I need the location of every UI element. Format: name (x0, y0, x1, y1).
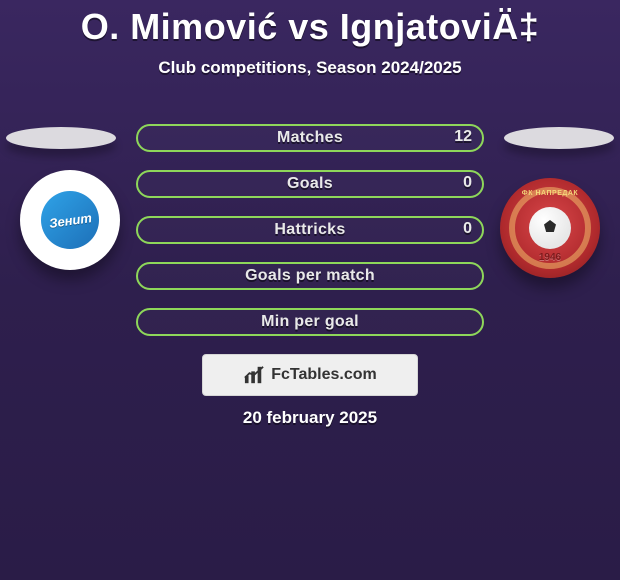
napredak-top-text: ФК НАПРЕДАК (506, 190, 594, 197)
right-shadow-ellipse (504, 127, 614, 149)
stat-label: Matches (277, 129, 343, 147)
branding-box[interactable]: FcTables.com (202, 354, 418, 396)
subtitle: Club competitions, Season 2024/2025 (0, 58, 620, 78)
zenit-arrow-icon: Зенит (41, 191, 99, 249)
napredak-badge-inner: ФК НАПРЕДАК 1946 (506, 184, 594, 272)
stat-label: Goals per match (245, 267, 375, 285)
stat-value-right: 0 (463, 220, 472, 238)
stat-row-hattricks: Hattricks 0 (136, 216, 484, 244)
bar-chart-icon (243, 365, 265, 385)
left-team-badge: Зенит (20, 170, 120, 270)
stat-label: Hattricks (274, 221, 345, 239)
page-title: O. Mimović vs IgnjatoviÄ‡ (0, 0, 620, 48)
stat-value-right: 12 (454, 128, 472, 146)
stat-label: Min per goal (261, 313, 359, 331)
stat-value-right: 0 (463, 174, 472, 192)
stat-row-min-per-goal: Min per goal (136, 308, 484, 336)
stat-row-goals-per-match: Goals per match (136, 262, 484, 290)
zenit-badge-text: Зенит (48, 210, 93, 231)
soccer-ball-icon (529, 207, 571, 249)
date-label: 20 february 2025 (0, 408, 620, 428)
napredak-year: 1946 (506, 252, 594, 263)
left-shadow-ellipse (6, 127, 116, 149)
zenit-badge-inner: Зенит (30, 180, 110, 260)
branding-label: FcTables.com (271, 366, 377, 384)
right-team-badge: ФК НАПРЕДАК 1946 (500, 178, 600, 278)
stat-label: Goals (287, 175, 333, 193)
stat-row-goals: Goals 0 (136, 170, 484, 198)
stat-row-matches: Matches 12 (136, 124, 484, 152)
stats-table: Matches 12 Goals 0 Hattricks 0 Goals per… (136, 124, 484, 354)
